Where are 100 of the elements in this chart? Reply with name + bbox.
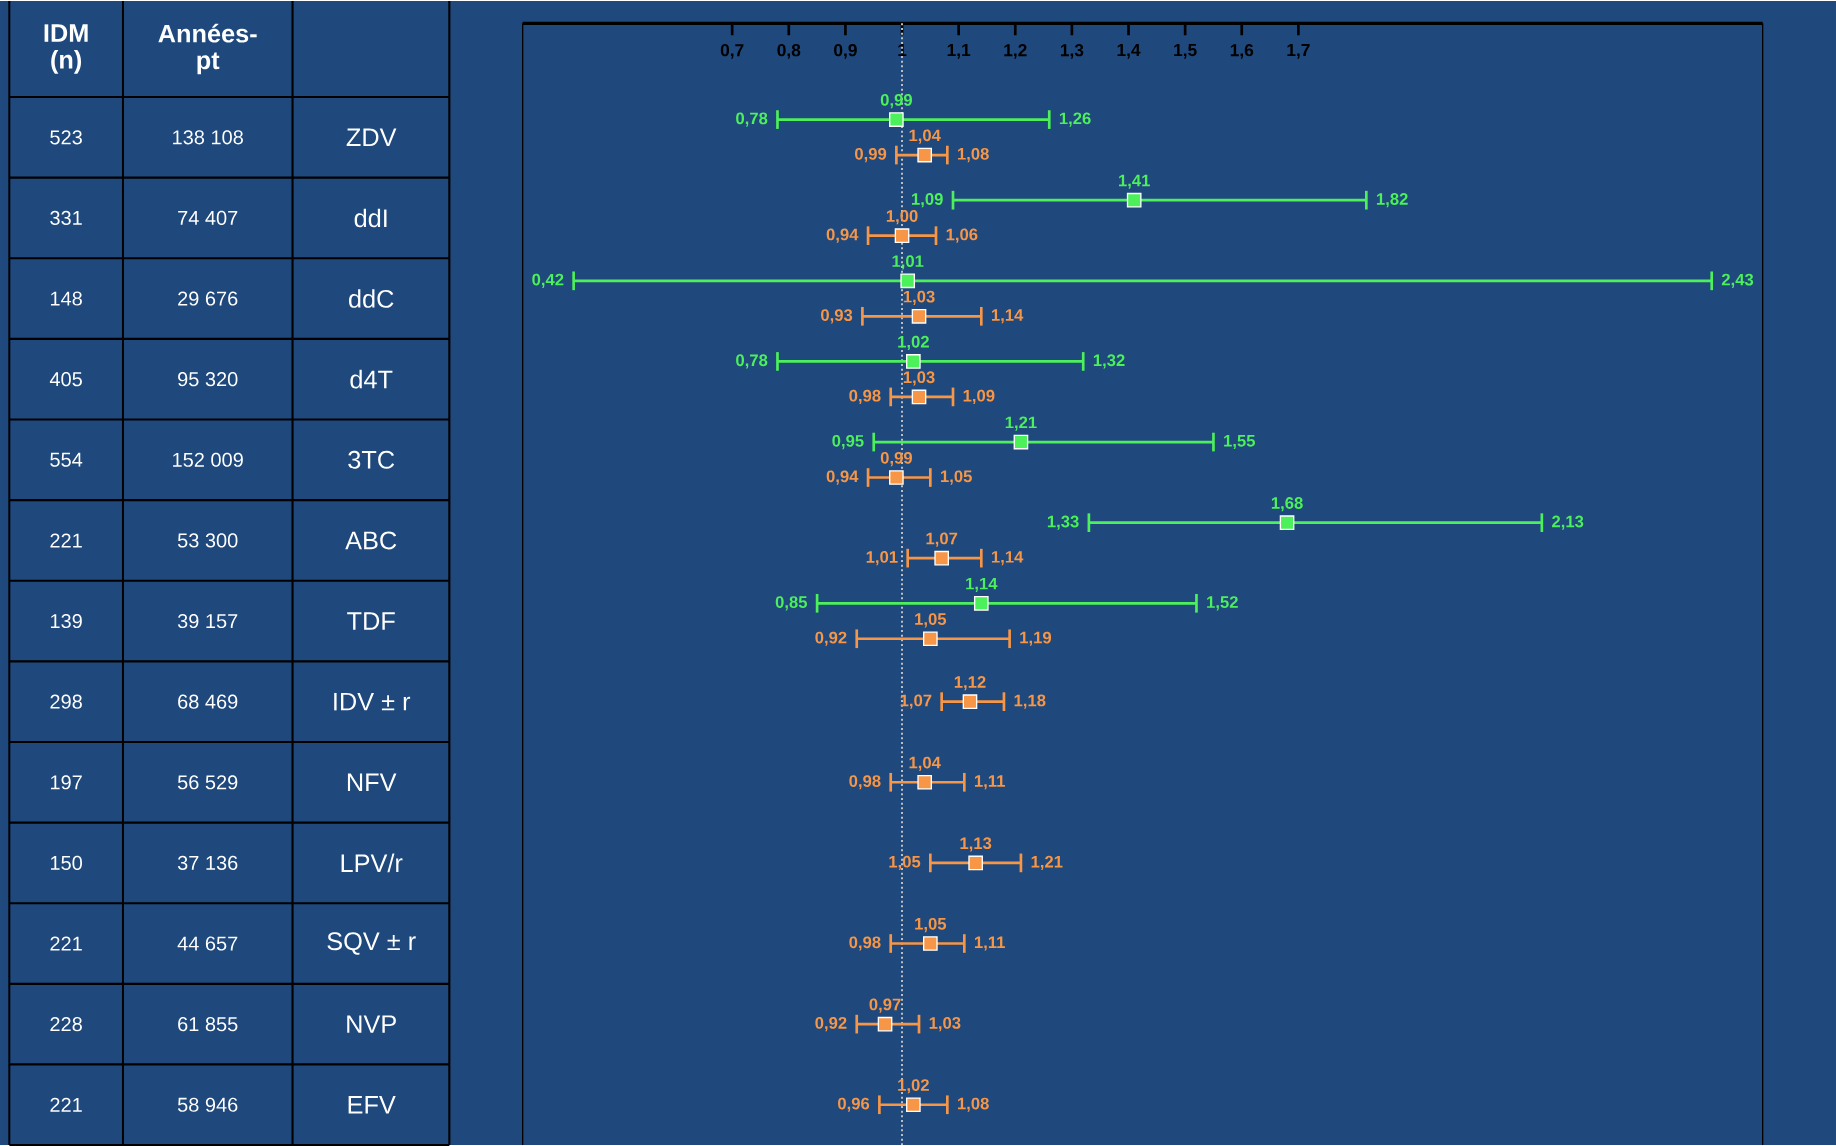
data-label: 1,00 (886, 210, 918, 225)
x-tick-label: 1,2 (1004, 43, 1027, 59)
annotation: 2,13 (1552, 515, 1584, 530)
annotation: 0,94 (826, 470, 859, 485)
text: 39 157 (177, 613, 238, 629)
annotation: 0,96 (838, 1097, 870, 1112)
text: 56 529 (177, 775, 238, 790)
data-label: 1,04 (909, 129, 941, 144)
y-tick-label: NVP (347, 1015, 396, 1033)
annotation: 2,43 (1721, 273, 1754, 288)
text: 95 320 (178, 372, 238, 387)
x-tick-label: 1,6 (1230, 43, 1254, 59)
data-label: 1,05 (915, 917, 947, 933)
data-label: 1,03 (903, 290, 935, 305)
data-label: 1,02 (898, 335, 929, 350)
annotation: 0,99 (855, 147, 887, 163)
annotation: 0,85 (775, 596, 808, 611)
text: 139 (50, 613, 82, 629)
y-tick-label: TDF (347, 612, 395, 630)
text: 221 (50, 936, 82, 951)
text: 74 407 (178, 210, 238, 225)
annotation: 1,32 (1093, 354, 1125, 369)
data-label: 1,02 (898, 1079, 929, 1094)
data-label: 1,07 (926, 532, 958, 547)
y-tick-label: ddI (354, 208, 387, 228)
annotation: 1,11 (974, 936, 1005, 951)
data-label: 0,97 (869, 998, 901, 1013)
text: 68 469 (178, 694, 238, 709)
annotation: 0,42 (532, 273, 564, 288)
data-label: 1,03 (903, 371, 935, 386)
text: 150 (50, 855, 82, 870)
x-tick-label: 1,1 (947, 43, 971, 59)
annotation: 0,95 (832, 434, 864, 450)
y-tick-label: NFV (347, 773, 397, 791)
text: 152 009 (173, 452, 243, 467)
data-label: 1,12 (954, 676, 986, 691)
annotation: 0,92 (815, 631, 847, 646)
annotation: 1,03 (929, 1016, 961, 1032)
y-tick-label: EFV (348, 1095, 396, 1114)
text: 29 676 (178, 291, 238, 306)
text: 405 (49, 372, 82, 387)
annotation: 1,08 (957, 1097, 989, 1112)
annotation: 1,01 (866, 550, 898, 566)
annotation: 0,78 (736, 354, 768, 369)
annotation: 1,05 (940, 470, 972, 485)
annotation: 1,14 (991, 309, 1024, 324)
text: 44 657 (177, 936, 238, 951)
data-label: 0,99 (880, 451, 912, 467)
y-tick-label: ZDV (346, 128, 397, 146)
y-tick-label: SQV ± r (327, 932, 416, 955)
text: 148 (50, 291, 82, 306)
annotation: 0,98 (849, 775, 881, 790)
text: 228 (50, 1016, 82, 1032)
annotation: 1,26 (1059, 112, 1091, 127)
annotation: 1,55 (1224, 434, 1256, 450)
text: 221 (50, 1097, 82, 1112)
x-tick-label: 1,3 (1060, 43, 1084, 59)
x-tick-label: 1,4 (1117, 43, 1141, 59)
x-tick-label: 1,5 (1174, 43, 1197, 59)
annotation: 1,08 (957, 147, 989, 163)
annotation: 1,09 (963, 389, 995, 404)
text: 554 (50, 452, 83, 467)
annotation: 1,21 (1031, 855, 1063, 870)
x-tick-label: 0,7 (720, 43, 744, 59)
text: 138 108 (173, 130, 243, 145)
annotation: 1,09 (912, 193, 943, 208)
text: 221 (50, 533, 82, 548)
text: 523 (50, 130, 82, 145)
data-label: 1,04 (909, 756, 941, 771)
y-tick-label: IDV ± r (334, 692, 411, 711)
annotation: 0,94 (826, 228, 859, 243)
data-label: 1,13 (960, 837, 992, 852)
category-label: Années-pt (158, 23, 257, 75)
annotation: 0,98 (849, 936, 881, 951)
annotation: 1,19 (1020, 631, 1052, 646)
y-tick-label: 3TC (348, 450, 395, 469)
annotation: 1,52 (1207, 596, 1238, 611)
annotation: 1,05 (889, 855, 921, 870)
data-label: 1,68 (1271, 497, 1303, 512)
text: 37 136 (177, 855, 238, 870)
annotation: 1,14 (991, 551, 1024, 566)
annotation: 1,11 (974, 775, 1005, 790)
data-label: 1,05 (915, 613, 947, 628)
category-label: IDM (n) (44, 24, 88, 74)
data-label: 1,21 (1005, 416, 1037, 431)
y-tick-label: ddC (349, 289, 394, 308)
annotation: 1,82 (1376, 193, 1408, 208)
annotation: 0,92 (815, 1016, 847, 1032)
text: 53 300 (177, 533, 238, 548)
annotation: 1,06 (946, 228, 978, 243)
text: 58 946 (177, 1097, 238, 1112)
x-tick-label: 0,8 (777, 43, 801, 59)
y-tick-label: LPV/r (341, 853, 403, 873)
data-label: 1,14 (966, 577, 998, 592)
annotation: 1,18 (1014, 694, 1046, 709)
text: 331 (50, 210, 82, 225)
text: 197 (50, 775, 82, 790)
text: 298 (50, 694, 82, 709)
text: 61 855 (178, 1016, 238, 1032)
annotation: 1,33 (1047, 515, 1079, 530)
